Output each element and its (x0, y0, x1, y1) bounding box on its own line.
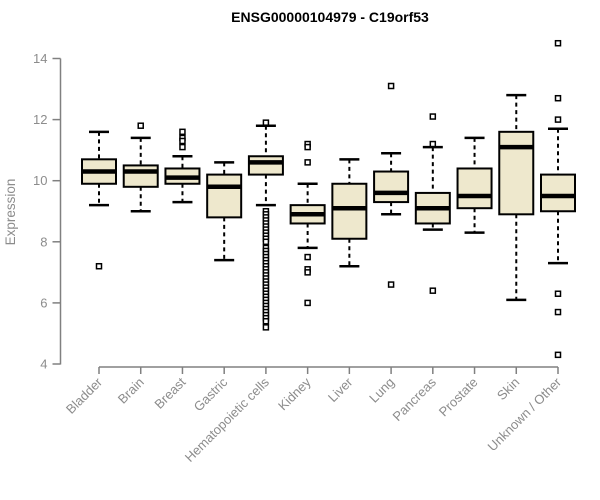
outlier-point (95, 262, 103, 270)
x-category-label-gastric: Gastric (191, 374, 231, 414)
y-tick-label: 4 (40, 357, 47, 372)
y-tick-label: 10 (33, 173, 47, 188)
iqr-box (331, 182, 368, 240)
box-group-prostate (456, 136, 493, 234)
box-group-gastric (206, 161, 243, 262)
y-tick-label: 12 (33, 112, 47, 127)
box-group-lung (373, 82, 410, 288)
outlier-point (304, 269, 311, 276)
y-tick-label: 6 (40, 295, 47, 310)
iqr-box (247, 155, 284, 176)
box-group-hematopoietic-cells (247, 119, 284, 331)
x-category-label-prostate: Prostate (436, 375, 481, 420)
x-category-label-unknown-other: Unknown / Other (485, 374, 565, 454)
x-category-label-bladder: Bladder (63, 374, 106, 417)
x-category-label-breast: Breast (151, 374, 188, 411)
outlier-point (554, 116, 562, 123)
outlier-point (179, 143, 186, 151)
box-group-kidney (289, 140, 326, 307)
outlier-point (262, 238, 270, 246)
y-tick-label: 8 (40, 234, 47, 249)
outlier-point (179, 128, 186, 136)
outlier-point (262, 119, 270, 126)
iqr-box (206, 173, 243, 219)
outlier-point (387, 82, 395, 90)
y-axis-title: Expression (3, 179, 18, 246)
outlier-point (304, 143, 311, 151)
iqr-box (122, 164, 159, 188)
chart-title: ENSG00000104979 - C19orf53 (231, 9, 429, 25)
box-group-pancreas (414, 113, 451, 294)
box-group-bladder (81, 130, 117, 270)
x-category-label-liver: Liver (325, 374, 356, 405)
iqr-box (456, 167, 493, 210)
outlier-point (137, 122, 144, 129)
outlier-point (429, 113, 437, 120)
outlier-point (387, 281, 395, 288)
x-category-label-brain: Brain (115, 375, 147, 407)
outlier-point (179, 137, 186, 145)
outlier-point (304, 299, 311, 307)
box-group-breast (164, 128, 201, 204)
outlier-point (429, 287, 437, 294)
outlier-point (554, 308, 562, 316)
outlier-point (554, 39, 562, 47)
outlier-point (554, 290, 562, 297)
boxes (81, 39, 576, 359)
box-group-skin (498, 93, 535, 302)
outlier-point (554, 351, 562, 359)
x-category-label-skin: Skin (494, 375, 522, 403)
outlier-point (304, 159, 311, 166)
iqr-box (373, 170, 410, 204)
x-category-label-kidney: Kidney (275, 374, 314, 413)
y-tick-label: 14 (33, 51, 47, 66)
iqr-box (498, 130, 535, 216)
box-group-unknown-other (540, 39, 576, 359)
x-category-label-pancreas: Pancreas (389, 374, 439, 424)
outlier-point (262, 324, 270, 331)
outlier-point (304, 253, 311, 261)
box-group-brain (122, 122, 159, 213)
x-category-label-lung: Lung (366, 375, 397, 406)
outlier-point (262, 317, 270, 325)
box-group-liver (331, 158, 368, 268)
iqr-box (540, 173, 576, 213)
outlier-point (554, 94, 562, 102)
outlier-point (429, 140, 437, 148)
